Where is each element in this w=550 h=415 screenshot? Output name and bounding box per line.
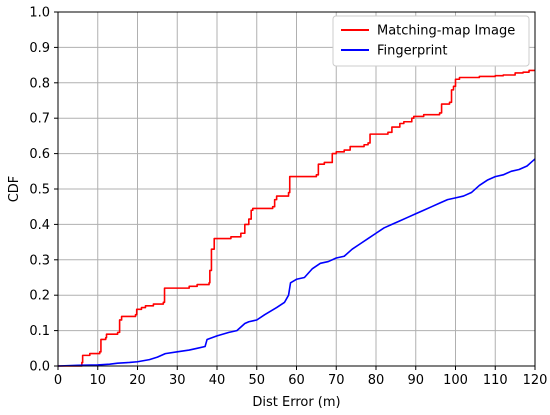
legend-label-fingerprint: Fingerprint xyxy=(377,44,448,59)
y-tick-label: 0.7 xyxy=(29,112,50,127)
series-line-matching-map-image xyxy=(58,69,535,367)
x-axis-label: Dist Error (m) xyxy=(252,395,340,410)
legend-label-matching-map-image: Matching-map Image xyxy=(377,24,515,39)
y-axis-ticks: 0.0 0.1 0.2 0.3 0.4 0.5 0.6 0.7 0.8 0.9 1.0 xyxy=(29,6,58,375)
x-tick-label: 100 xyxy=(443,373,468,388)
y-tick-label: 0.8 xyxy=(29,76,50,91)
y-tick-label: 0.3 xyxy=(29,253,50,268)
y-tick-label: 0.4 xyxy=(29,218,50,233)
x-tick-label: 60 xyxy=(288,373,305,388)
x-tick-label: 80 xyxy=(368,373,385,388)
x-tick-label: 40 xyxy=(209,373,226,388)
legend: Matching-map Image Fingerprint xyxy=(332,15,530,67)
y-tick-label: 0.1 xyxy=(29,324,50,339)
x-tick-label: 0 xyxy=(54,373,62,388)
y-tick-label: 0.2 xyxy=(29,289,50,304)
x-tick-label: 10 xyxy=(89,373,106,388)
x-tick-label: 20 xyxy=(129,373,146,388)
x-tick-label: 50 xyxy=(248,373,265,388)
x-tick-label: 70 xyxy=(328,373,345,388)
y-tick-label: 0.6 xyxy=(29,147,50,162)
series-line-fingerprint xyxy=(57,158,536,367)
y-tick-label: 0.9 xyxy=(29,41,50,56)
x-tick-label: 30 xyxy=(169,373,186,388)
x-tick-label: 110 xyxy=(483,373,508,388)
x-tick-label: 120 xyxy=(523,373,548,388)
legend-box xyxy=(332,15,530,67)
series-layer xyxy=(57,69,536,367)
y-tick-label: 0.5 xyxy=(29,183,50,198)
x-axis-ticks: 0 10 20 30 40 50 60 70 80 90 100 110 120 xyxy=(54,366,548,388)
x-tick-label: 90 xyxy=(407,373,424,388)
y-tick-label: 1.0 xyxy=(29,6,50,21)
y-tick-label: 0.0 xyxy=(29,360,50,375)
y-axis-label: CDF xyxy=(7,176,22,203)
